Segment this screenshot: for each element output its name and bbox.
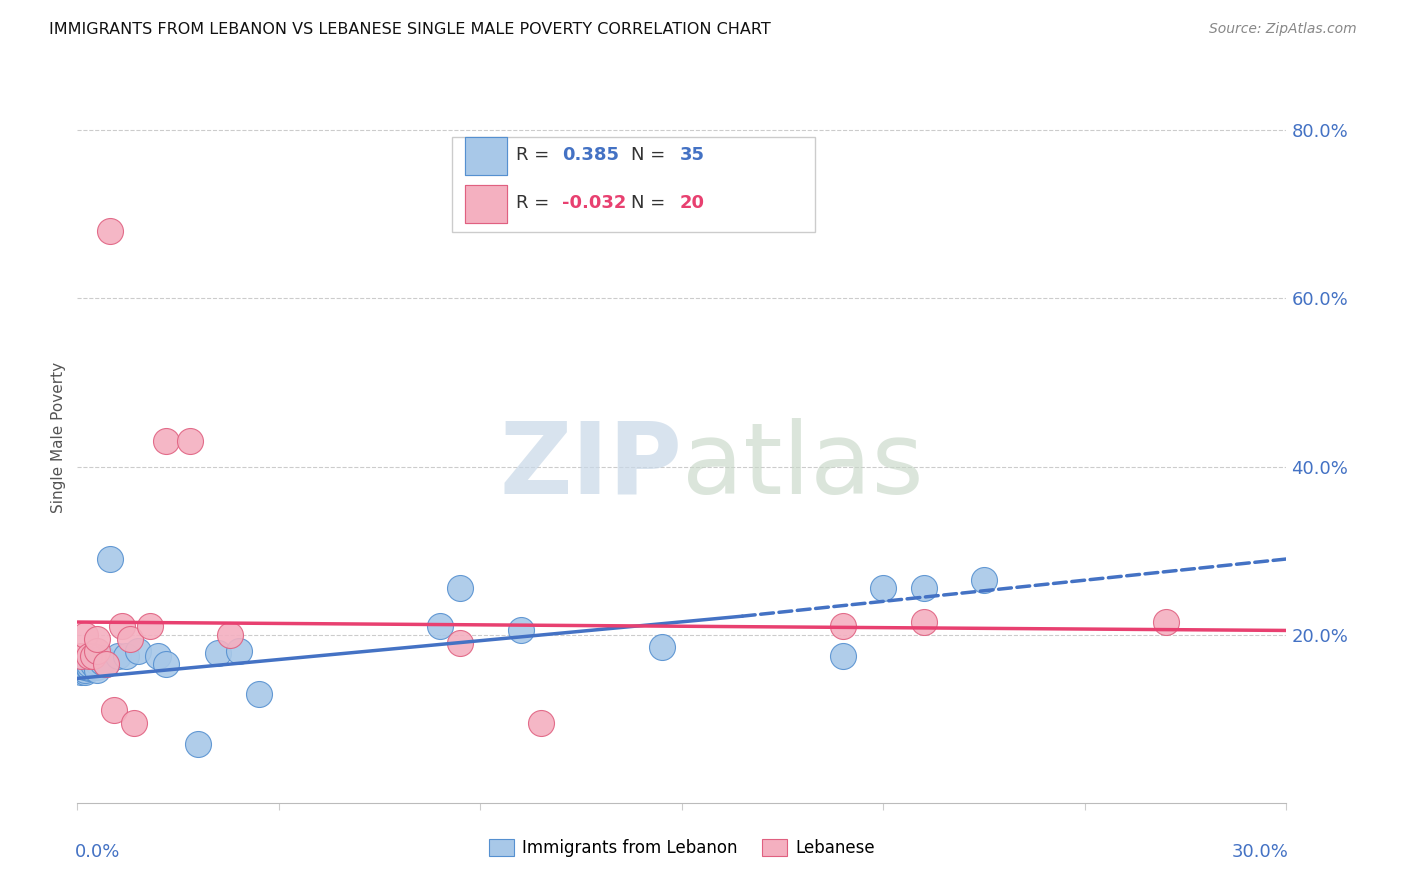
Point (155, 434, 177, 449)
Point (449, 582, 471, 596)
Point (75, 627, 97, 641)
Point (82, 657, 104, 671)
Point (651, 640, 673, 655)
Point (79, 648, 101, 663)
Point (146, 648, 169, 663)
Point (94, 657, 117, 671)
Point (98, 552, 121, 566)
Point (219, 627, 242, 641)
Point (86, 632, 108, 646)
Point (103, 703, 125, 717)
Point (912, 615, 935, 629)
Point (187, 737, 209, 751)
Point (79, 661, 101, 675)
Point (75, 665, 97, 680)
Point (79, 659, 101, 673)
Point (973, 573, 995, 587)
Point (509, 624, 531, 638)
FancyBboxPatch shape (453, 137, 815, 232)
Point (111, 619, 134, 633)
Legend: Immigrants from Lebanon, Lebanese: Immigrants from Lebanon, Lebanese (482, 832, 882, 864)
Point (82, 655, 104, 669)
Text: IMMIGRANTS FROM LEBANON VS LEBANESE SINGLE MALE POVERTY CORRELATION CHART: IMMIGRANTS FROM LEBANON VS LEBANESE SING… (49, 22, 770, 37)
Text: ZIP: ZIP (499, 417, 682, 515)
Point (94, 657, 117, 671)
Text: N =: N = (631, 146, 671, 164)
FancyBboxPatch shape (465, 137, 506, 175)
Text: R =: R = (516, 146, 555, 164)
Point (98, 224, 121, 238)
Point (872, 582, 894, 596)
Point (114, 648, 136, 663)
Point (82, 648, 104, 663)
Point (139, 619, 162, 633)
Point (207, 646, 229, 660)
Point (79, 657, 101, 671)
Text: 0.385: 0.385 (562, 146, 619, 164)
Point (107, 648, 129, 663)
Point (86, 644, 108, 658)
Point (530, 715, 553, 730)
Point (155, 657, 177, 671)
Point (90, 655, 112, 669)
Text: 30.0%: 30.0% (1232, 843, 1289, 861)
Point (75, 659, 97, 673)
Point (228, 644, 250, 658)
Point (247, 686, 270, 700)
Point (429, 619, 451, 633)
Text: Source: ZipAtlas.com: Source: ZipAtlas.com (1209, 22, 1357, 37)
Point (70, 665, 93, 680)
Point (70, 661, 93, 675)
Text: -0.032: -0.032 (562, 194, 627, 212)
Point (86, 663, 108, 677)
Point (70, 648, 93, 663)
Point (127, 644, 149, 658)
Point (86, 655, 108, 669)
Y-axis label: Single Male Poverty: Single Male Poverty (51, 361, 66, 513)
Text: 35: 35 (679, 146, 704, 164)
Text: atlas: atlas (682, 417, 924, 515)
Point (449, 636, 471, 650)
Point (179, 434, 201, 449)
Point (832, 648, 855, 663)
Text: N =: N = (631, 194, 671, 212)
Point (90, 651, 112, 665)
Text: 0.0%: 0.0% (75, 843, 121, 861)
Point (118, 632, 141, 646)
Point (832, 619, 855, 633)
FancyBboxPatch shape (465, 185, 506, 223)
Point (75, 663, 97, 677)
Point (86, 659, 108, 673)
Point (82, 653, 104, 667)
Point (912, 582, 935, 596)
Point (122, 715, 145, 730)
Point (1154, 615, 1177, 629)
Text: 20: 20 (679, 194, 704, 212)
Text: R =: R = (516, 194, 555, 212)
